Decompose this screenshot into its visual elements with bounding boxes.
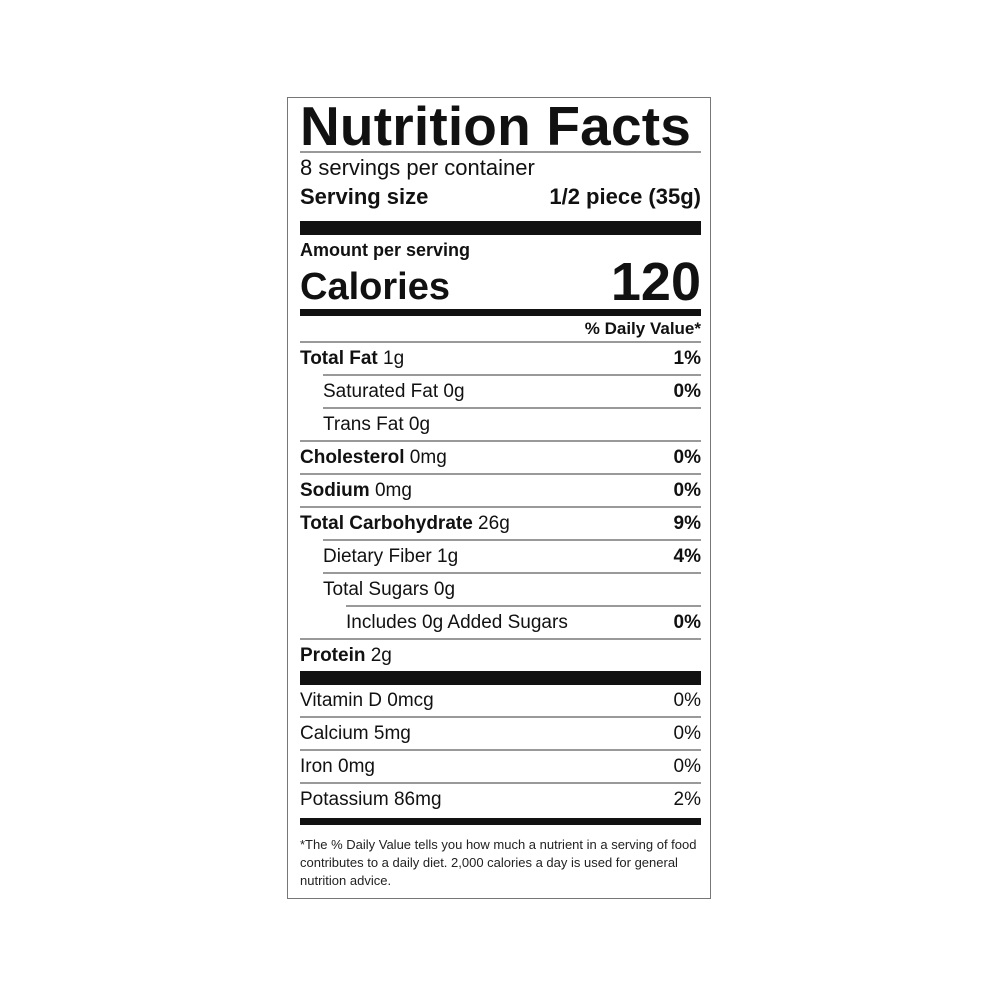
nutrient-name: Total Sugars 0g bbox=[323, 578, 456, 600]
nutrient-row: Trans Fat 0g bbox=[300, 409, 701, 440]
nutrient-row: Cholesterol 0mg 0% bbox=[300, 442, 701, 473]
nutrient-row: Saturated Fat 0g 0% bbox=[300, 376, 701, 407]
mineral-row: Vitamin D 0mcg 0% bbox=[300, 685, 701, 716]
nutrient-name: Protein bbox=[300, 644, 366, 666]
nutrient-daily-value: 9% bbox=[673, 512, 701, 534]
nutrient-label: Sodium 0mg bbox=[300, 480, 412, 502]
mineral-list: Vitamin D 0mcg 0% Calcium 5mg 0% Iron 0mg 0% P… bbox=[300, 685, 701, 815]
nutrient-label: Trans Fat 0g bbox=[300, 414, 430, 436]
nutrient-amount: 26g bbox=[472, 512, 510, 534]
divider bbox=[300, 506, 701, 508]
divider bbox=[300, 638, 701, 640]
divider bbox=[346, 605, 701, 607]
nutrient-amount: 1g bbox=[377, 347, 405, 369]
mineral-daily-value: 0% bbox=[673, 755, 701, 777]
nutrient-row: Includes 0g Added Sugars 0% bbox=[300, 607, 701, 638]
medium-divider bbox=[300, 818, 701, 825]
nutrient-row: Total Carbohydrate 26g 9% bbox=[300, 508, 701, 539]
divider bbox=[323, 539, 701, 541]
nutrient-label: Saturated Fat 0g bbox=[300, 381, 465, 403]
divider bbox=[300, 749, 701, 751]
nutrient-daily-value: 1% bbox=[673, 347, 701, 369]
divider bbox=[300, 782, 701, 784]
thick-divider bbox=[300, 221, 701, 235]
serving-size-value: 1/2 piece (35g) bbox=[549, 184, 701, 209]
mineral-name: Calcium 5mg bbox=[300, 722, 411, 744]
mineral-name: Potassium 86mg bbox=[300, 788, 442, 810]
nutrient-name: Includes 0g Added Sugars bbox=[346, 611, 568, 633]
mineral-name: Iron 0mg bbox=[300, 755, 375, 777]
footnote: *The % Daily Value tells you how much a … bbox=[300, 837, 697, 888]
divider bbox=[323, 407, 701, 409]
nutrient-label: Total Sugars 0g bbox=[300, 579, 455, 601]
nutrient-name: Total Fat bbox=[300, 347, 378, 369]
divider bbox=[300, 341, 701, 343]
nutrient-daily-value: 0% bbox=[673, 611, 701, 633]
nutrient-row: Dietary Fiber 1g 4% bbox=[300, 541, 701, 572]
nutrient-amount: 2g bbox=[365, 644, 392, 666]
nutrient-name: Sodium bbox=[300, 479, 370, 501]
divider bbox=[300, 473, 701, 475]
nutrient-daily-value: 0% bbox=[673, 479, 701, 501]
nutrient-row: Sodium 0mg 0% bbox=[300, 475, 701, 506]
nutrient-label: Cholesterol 0mg bbox=[300, 447, 447, 469]
calories-value: 120 bbox=[610, 252, 701, 312]
nutrient-name: Cholesterol bbox=[300, 446, 405, 468]
mineral-row: Iron 0mg 0% bbox=[300, 751, 701, 782]
nutrient-name: Saturated Fat 0g bbox=[323, 380, 465, 402]
serving-size: Serving size 1/2 piece (35g) bbox=[300, 182, 701, 214]
mineral-row: Calcium 5mg 0% bbox=[300, 718, 701, 749]
nutrient-name: Dietary Fiber 1g bbox=[323, 545, 459, 567]
nutrient-list: Total Fat 1g 1% Saturated Fat 0g 0% Trans Fa… bbox=[300, 343, 701, 671]
divider bbox=[323, 374, 701, 376]
thick-divider bbox=[300, 671, 701, 685]
calories-label: Calories bbox=[300, 266, 450, 308]
nutrient-row: Protein 2g bbox=[300, 640, 701, 671]
mineral-daily-value: 0% bbox=[673, 689, 701, 711]
nutrient-row: Total Sugars 0g bbox=[300, 574, 701, 605]
mineral-row: Potassium 86mg 2% bbox=[300, 784, 701, 815]
servings-per-container: 8 servings per container bbox=[300, 155, 535, 180]
amount-per-serving: Amount per serving bbox=[300, 240, 471, 260]
divider bbox=[300, 716, 701, 718]
nutrient-label: Total Fat 1g bbox=[300, 348, 404, 370]
nutrient-daily-value: 4% bbox=[673, 545, 701, 567]
nutrient-name: Total Carbohydrate bbox=[300, 512, 473, 534]
nutrient-daily-value: 0% bbox=[673, 380, 701, 402]
nutrient-label: Dietary Fiber 1g bbox=[300, 546, 458, 568]
nutrient-amount: 0mg bbox=[404, 446, 447, 468]
label-title: Nutrition Facts bbox=[300, 95, 692, 157]
divider bbox=[300, 151, 701, 153]
serving-size-label: Serving size bbox=[300, 184, 429, 209]
nutrient-daily-value: 0% bbox=[673, 446, 701, 468]
daily-value-header: % Daily Value* bbox=[584, 319, 701, 338]
nutrient-name: Trans Fat 0g bbox=[323, 413, 431, 435]
nutrient-label: Total Carbohydrate 26g bbox=[300, 513, 510, 535]
mineral-daily-value: 0% bbox=[673, 722, 701, 744]
mineral-daily-value: 2% bbox=[673, 788, 701, 810]
calories-row: Calories 120 bbox=[300, 255, 701, 309]
divider bbox=[323, 572, 701, 574]
nutrient-label: Protein 2g bbox=[300, 645, 392, 667]
nutrient-amount: 0mg bbox=[369, 479, 412, 501]
medium-divider bbox=[300, 309, 701, 316]
mineral-name: Vitamin D 0mcg bbox=[300, 689, 434, 711]
nutrition-facts-label: Nutrition Facts 8 servings per container… bbox=[287, 97, 711, 899]
divider bbox=[300, 440, 701, 442]
nutrient-row: Total Fat 1g 1% bbox=[300, 343, 701, 374]
nutrient-label: Includes 0g Added Sugars bbox=[300, 612, 568, 634]
